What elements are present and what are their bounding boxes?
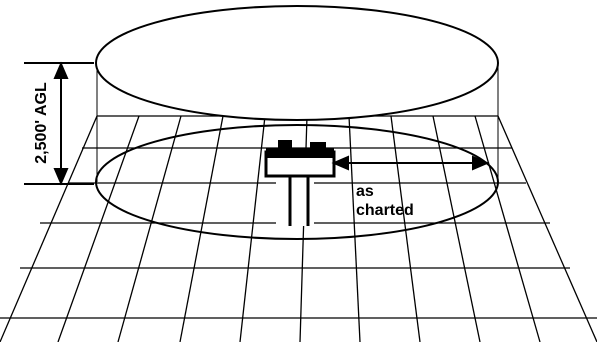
ceiling-ellipse: [95, 5, 499, 121]
height-label: 2,500' AGL: [33, 82, 50, 164]
radius-label-line2: charted: [356, 202, 414, 219]
cylinder-sides: [96, 63, 499, 182]
height-dimension: [24, 61, 94, 186]
radius-label-line1: as: [356, 183, 374, 200]
surface-area-ellipse: [95, 124, 499, 240]
radius-arrow: [331, 155, 490, 171]
